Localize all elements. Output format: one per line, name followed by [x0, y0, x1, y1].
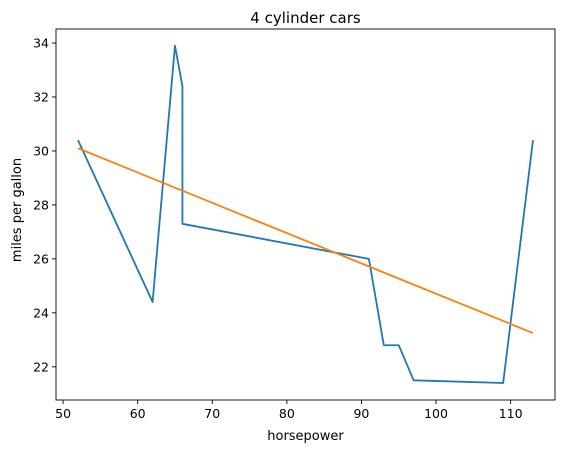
x-tick-label: 50: [55, 406, 71, 421]
y-tick-label: 28: [33, 197, 49, 212]
y-tick-label: 34: [33, 36, 49, 51]
series-line-1: [77, 44, 534, 384]
series-line-2: [77, 147, 534, 334]
x-axis-label: horsepower: [267, 429, 344, 444]
chart-title: 4 cylinder cars: [250, 9, 361, 27]
x-tick-label: 70: [204, 406, 220, 421]
y-tick-label: 22: [33, 359, 49, 374]
y-axis-label: miles per gallon: [10, 158, 25, 262]
series-layer: [77, 44, 534, 384]
x-tick-label: 100: [424, 406, 448, 421]
x-tick-label: 80: [279, 406, 295, 421]
x-tick-label: 90: [353, 406, 369, 421]
plot-frame: [55, 28, 556, 401]
y-tick-label: 26: [33, 251, 49, 266]
y-tick-label: 24: [33, 305, 49, 320]
ticks-layer: 50 60 70 80 90 100 110 22 24 26 28 30 32 34: [33, 36, 523, 421]
x-tick-label: 60: [130, 406, 146, 421]
y-tick-label: 30: [33, 143, 49, 158]
x-tick-label: 110: [499, 406, 523, 421]
y-tick-label: 32: [33, 89, 49, 104]
